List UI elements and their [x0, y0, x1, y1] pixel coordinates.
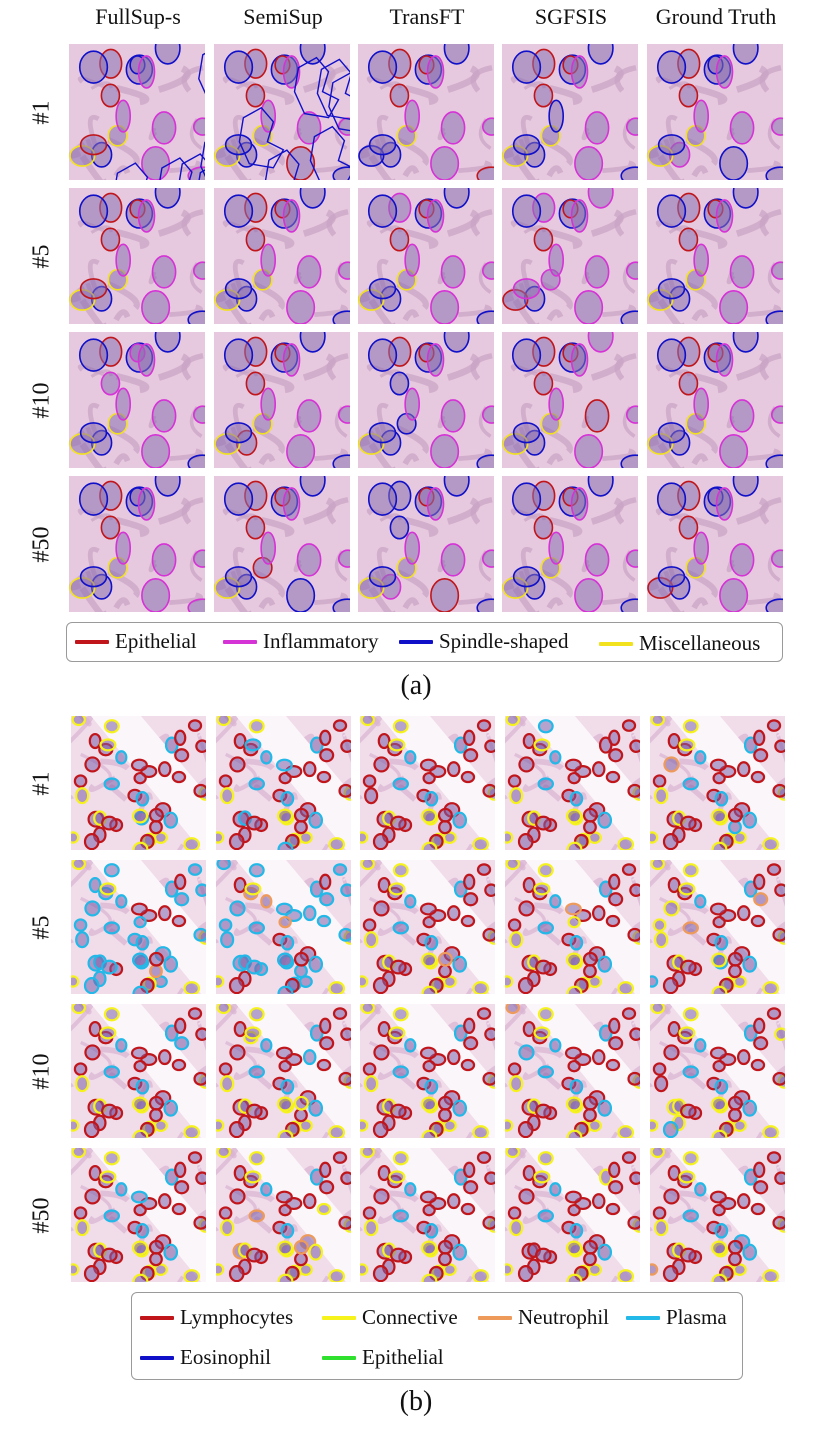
panel-b-tile-row4-2 — [216, 1148, 351, 1282]
panel-a-tile-row2-3 — [358, 188, 494, 324]
panel-a-tile-row4-1 — [69, 476, 205, 612]
panel-b-tile-row4-3 — [360, 1148, 495, 1282]
panel-a-tile-row3-4 — [502, 332, 638, 468]
panel-a-row-label-5: #5 — [28, 244, 55, 268]
panel-b-legend: Lymphocytes Connective Neutrophil Plasma… — [131, 1292, 743, 1380]
panel-b-row-label-5: #5 — [28, 915, 55, 939]
panel-b-tile-row4-5 — [650, 1148, 785, 1282]
column-title-ground-truth: Ground Truth — [655, 4, 777, 29]
column-title-sgfsis: SGFSIS — [534, 4, 608, 29]
panel-a-row-label-50: #50 — [28, 526, 55, 562]
legend-a-spindle-shaped: Spindle-shaped — [399, 629, 568, 654]
panel-a-tile-row1-4 — [502, 44, 638, 180]
panel-b-tile-row1-5 — [650, 716, 785, 850]
panel-b-tile-row2-5 — [650, 860, 785, 994]
panel-b-tile-row2-2 — [216, 860, 351, 994]
panel-a-tile-row3-2 — [214, 332, 350, 468]
panel-a-tile-row3-1 — [69, 332, 205, 468]
panel-b-tile-row1-4 — [505, 716, 640, 850]
legend-a-miscellaneous: Miscellaneous — [599, 631, 760, 656]
panel-b-tile-row2-4 — [505, 860, 640, 994]
panel-b-row-label-10: #10 — [28, 1053, 55, 1089]
legend-a-inflammatory: Inflammatory — [223, 629, 378, 654]
legend-b-eosinophil-swatch — [140, 1355, 174, 1360]
legend-b-epithelial-swatch — [322, 1355, 356, 1360]
panel-a-tile-row2-5 — [647, 188, 783, 324]
legend-a-epithelial: Epithelial — [75, 629, 197, 654]
legend-b-plasma: Plasma — [626, 1305, 727, 1330]
panel-a-tile-row4-4 — [502, 476, 638, 612]
panel-a-tile-row1-2 — [214, 44, 350, 180]
legend-a-miscellaneous-swatch — [599, 641, 633, 646]
panel-b-tile-row3-4 — [505, 1004, 640, 1138]
panel-b-tile-row1-2 — [216, 716, 351, 850]
legend-b-neutrophil: Neutrophil — [478, 1305, 609, 1330]
legend-a-inflammatory-swatch — [223, 639, 257, 644]
panel-a-tile-row2-4 — [502, 188, 638, 324]
legend-b-connective: Connective — [322, 1305, 458, 1330]
panel-a-tile-row3-3 — [358, 332, 494, 468]
panel-b-row-label-1: #1 — [28, 771, 55, 795]
legend-a-epithelial-swatch — [75, 639, 109, 644]
column-title-fullsup-s: FullSup-s — [95, 4, 181, 29]
panel-a-tile-row1-1 — [69, 44, 205, 180]
legend-a-spindle-shaped-swatch — [399, 639, 433, 644]
panel-a-tile-row4-5 — [647, 476, 783, 612]
legend-b-connective-swatch — [322, 1315, 356, 1320]
column-title-transft: TransFT — [389, 4, 465, 29]
panel-b-tile-row2-3 — [360, 860, 495, 994]
panel-b-tile-row3-3 — [360, 1004, 495, 1138]
column-title-semisup: SemiSup — [243, 4, 323, 29]
legend-b-lymphocytes: Lymphocytes — [140, 1305, 293, 1330]
panel-a-tile-row3-5 — [647, 332, 783, 468]
panel-b-row-label-50: #50 — [28, 1197, 55, 1233]
panel-a-tile-row4-2 — [214, 476, 350, 612]
panel-a-tile-row2-2 — [214, 188, 350, 324]
panel-b-tile-row3-2 — [216, 1004, 351, 1138]
panel-a-row-label-1: #1 — [28, 100, 55, 124]
panel-a-tile-row2-1 — [69, 188, 205, 324]
legend-b-plasma-swatch — [626, 1315, 660, 1320]
panel-a-caption: (a) — [400, 670, 432, 701]
panel-a-legend: Epithelial Inflammatory Spindle-shaped M… — [66, 622, 783, 662]
panel-b-tile-row4-4 — [505, 1148, 640, 1282]
panel-b-tile-row1-1 — [71, 716, 206, 850]
panel-b-caption: (b) — [399, 1386, 433, 1417]
panel-b-tile-row1-3 — [360, 716, 495, 850]
legend-b-lymphocytes-swatch — [140, 1315, 174, 1320]
panel-a-tile-row1-3 — [358, 44, 494, 180]
panel-b-tile-row3-5 — [650, 1004, 785, 1138]
panel-b-tile-row4-1 — [71, 1148, 206, 1282]
panel-b-tile-row3-1 — [71, 1004, 206, 1138]
panel-b-tile-row2-1 — [71, 860, 206, 994]
panel-a-tile-row1-5 — [647, 44, 783, 180]
legend-b-eosinophil: Eosinophil — [140, 1345, 271, 1370]
legend-b-epithelial: Epithelial — [322, 1345, 444, 1370]
panel-a-row-label-10: #10 — [28, 382, 55, 418]
legend-b-neutrophil-swatch — [478, 1315, 512, 1320]
panel-a-tile-row4-3 — [358, 476, 494, 612]
